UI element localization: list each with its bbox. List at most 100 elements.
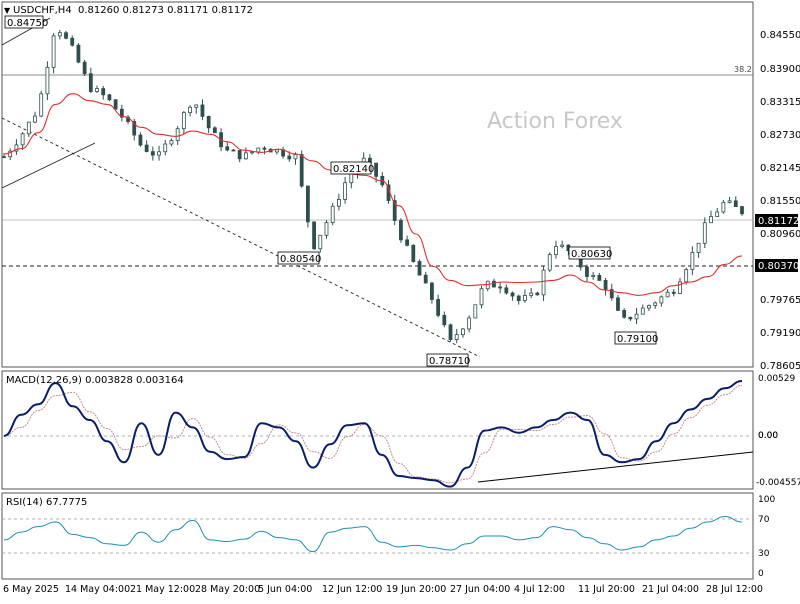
watermark: Action Forex <box>487 109 623 134</box>
annotation-box <box>4 15 44 29</box>
candle-body <box>336 199 341 207</box>
candle-body <box>8 150 13 158</box>
time-tick: 27 Jun 04:00 <box>450 584 510 595</box>
macd-main-line <box>3 380 743 488</box>
candle-body <box>467 317 472 330</box>
macd-label: MACD(12,26,9) 0.003828 0.003164 <box>6 375 184 386</box>
time-tick: 12 Jun 12:00 <box>322 584 382 595</box>
time-tick: 5 Jun 04:00 <box>258 584 312 595</box>
candle-body <box>547 254 552 271</box>
candle-body <box>603 280 608 291</box>
candle-body <box>206 115 211 129</box>
candle-body <box>225 146 230 151</box>
candle-body <box>45 66 50 95</box>
candle-body <box>659 296 664 304</box>
candle-body <box>169 140 174 145</box>
candle-body <box>88 73 93 92</box>
candle-body <box>523 295 527 301</box>
rsi-tick: 0 <box>758 569 764 579</box>
candle-body <box>492 280 496 288</box>
support-price-tag <box>755 259 798 272</box>
price-tick: 0.80960 <box>760 229 800 240</box>
candle-body <box>454 334 459 340</box>
candle-body <box>70 37 75 46</box>
annotation-box <box>426 353 469 367</box>
candle-body <box>163 143 168 153</box>
candle-body <box>132 121 137 136</box>
candle-body <box>665 291 670 298</box>
price-tick: 0.83315 <box>760 97 800 108</box>
candle-body <box>51 35 56 68</box>
candle-body <box>442 314 447 326</box>
candle-body <box>293 154 298 160</box>
trend-dashed-line <box>1 117 481 358</box>
macd-tick: 0.00 <box>758 431 778 441</box>
price-axis: 0.84550 0.83900 0.83315 0.82730 0.82145 … <box>760 30 800 372</box>
fib-label: 38.2 <box>734 65 752 74</box>
candle-body <box>194 104 199 108</box>
candle-body <box>516 295 521 301</box>
current-price-text: 0.81172 <box>758 216 799 227</box>
time-tick: 6 May 2025 <box>3 584 59 595</box>
candle-body <box>144 144 149 152</box>
time-tick: 19 Jun 20:00 <box>386 584 446 595</box>
candle-body <box>622 310 627 318</box>
chart-title-arrow: ▼ <box>4 6 11 15</box>
macd-trendline <box>477 451 754 483</box>
candle-body <box>343 182 347 200</box>
rsi-line <box>3 515 743 553</box>
channel-lower-line <box>1 142 96 189</box>
candle-body <box>653 302 658 306</box>
candle-body <box>76 44 81 63</box>
candle-body <box>150 151 155 156</box>
candle-body <box>287 155 292 160</box>
candle-body <box>678 281 682 294</box>
candle-body <box>721 202 726 213</box>
moving-average-line <box>3 93 743 296</box>
candle-body <box>318 234 323 250</box>
candle-body <box>405 239 410 246</box>
candle-body <box>690 252 695 270</box>
candle-body <box>702 222 707 244</box>
candle-body <box>628 316 633 320</box>
candle-body <box>740 206 744 215</box>
candle-body <box>101 88 106 96</box>
candle-body <box>541 269 546 296</box>
time-tick: 14 May 04:00 <box>65 584 130 595</box>
candle-body <box>14 144 19 152</box>
candle-body <box>33 115 37 123</box>
rsi-axis: 100 70 30 0 <box>758 495 775 579</box>
candle-body <box>647 305 651 309</box>
candle-body <box>430 282 434 300</box>
candle-body <box>417 261 422 276</box>
candle-body <box>188 106 192 114</box>
candle-body <box>715 211 720 217</box>
candle-body <box>231 149 236 152</box>
candle-body <box>256 147 261 153</box>
main-panel-frame <box>1 1 754 368</box>
candle-body <box>200 104 205 117</box>
price-tick: 0.79765 <box>760 295 800 306</box>
annotation-label: 0.80540 <box>280 254 321 265</box>
annotation-box <box>277 251 320 265</box>
candle-body <box>616 297 620 311</box>
candle-body <box>399 220 403 241</box>
candle-body <box>560 244 565 248</box>
candle-body <box>113 99 118 110</box>
candle-body <box>330 205 335 223</box>
annotation-label: 0.84750 <box>7 18 48 29</box>
candle-body <box>107 94 112 101</box>
candle-body <box>349 173 354 184</box>
candle-body <box>82 61 87 75</box>
candle-body <box>274 149 279 153</box>
candle-body <box>374 162 379 177</box>
chart-title: USDCHF,H4 <box>13 5 72 16</box>
candle-body <box>312 221 316 250</box>
annotation-label: 0.78710 <box>429 356 470 367</box>
price-tick: 0.82730 <box>760 130 800 141</box>
candle-body <box>640 307 645 315</box>
candle-body <box>243 152 248 160</box>
price-tick: 0.83900 <box>760 64 800 75</box>
support-price-text: 0.80370 <box>758 261 799 272</box>
